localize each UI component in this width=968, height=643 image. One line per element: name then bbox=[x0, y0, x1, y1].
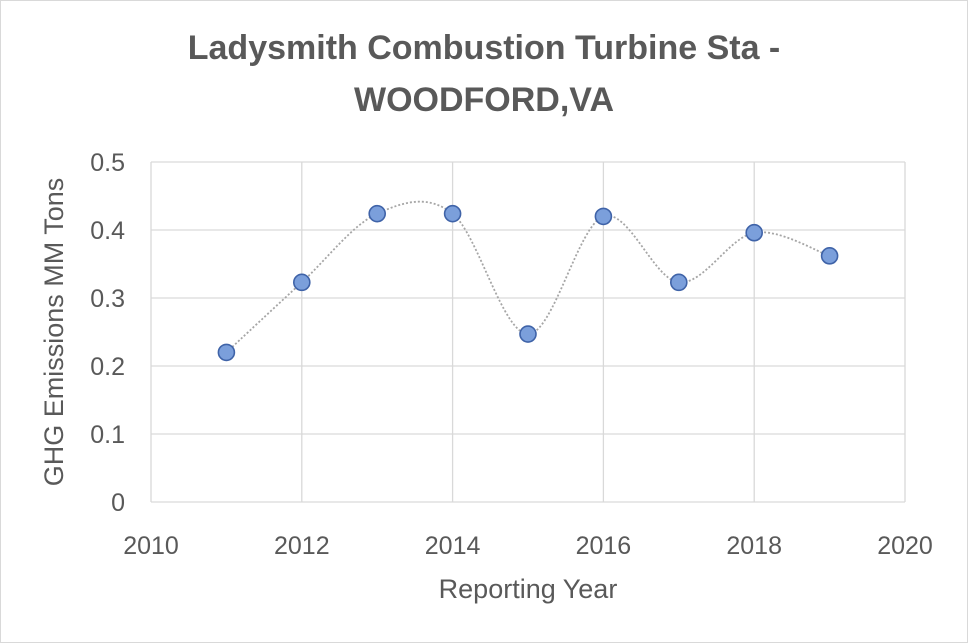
data-point bbox=[368, 204, 387, 223]
x-axis-label: Reporting Year bbox=[439, 574, 618, 604]
data-points bbox=[217, 204, 839, 362]
chart-title-line-1: Ladysmith Combustion Turbine Sta - bbox=[187, 29, 781, 67]
x-tick-label: 2010 bbox=[123, 532, 179, 560]
x-tick-label: 2012 bbox=[274, 532, 330, 560]
y-tick-label: 0.4 bbox=[90, 217, 125, 245]
x-tick-label: 2014 bbox=[425, 532, 481, 560]
y-tick-label: 0.2 bbox=[90, 353, 125, 381]
data-point bbox=[745, 223, 764, 242]
chart-title-line-2: WOODFORD,VA bbox=[353, 81, 614, 119]
y-axis-label: GHG Emissions MM Tons bbox=[39, 178, 69, 487]
data-point bbox=[669, 273, 688, 292]
series-line bbox=[225, 200, 830, 354]
y-tick-label: 0.5 bbox=[90, 149, 125, 177]
x-tick-label: 2018 bbox=[726, 532, 782, 560]
y-tick-label: 0.1 bbox=[90, 421, 125, 449]
data-point bbox=[594, 207, 613, 226]
data-point bbox=[443, 204, 462, 223]
series-line-group bbox=[225, 200, 830, 354]
data-point bbox=[292, 273, 311, 292]
y-tick-label: 0 bbox=[111, 489, 125, 517]
data-point bbox=[519, 325, 537, 343]
y-tick-label: 0.3 bbox=[90, 285, 125, 313]
x-tick-label: 2016 bbox=[576, 532, 632, 560]
chart-title: Ladysmith Combustion Turbine Sta - WOODF… bbox=[0, 22, 968, 126]
grid-lines bbox=[150, 161, 906, 503]
data-point bbox=[820, 247, 839, 265]
tick-labels: 0 0.1 0.2 0.3 0.4 0.5 2010 2012 2014 2016 2018 2020 bbox=[90, 149, 933, 560]
x-tick-label: 2020 bbox=[877, 532, 933, 560]
data-point bbox=[217, 343, 236, 362]
